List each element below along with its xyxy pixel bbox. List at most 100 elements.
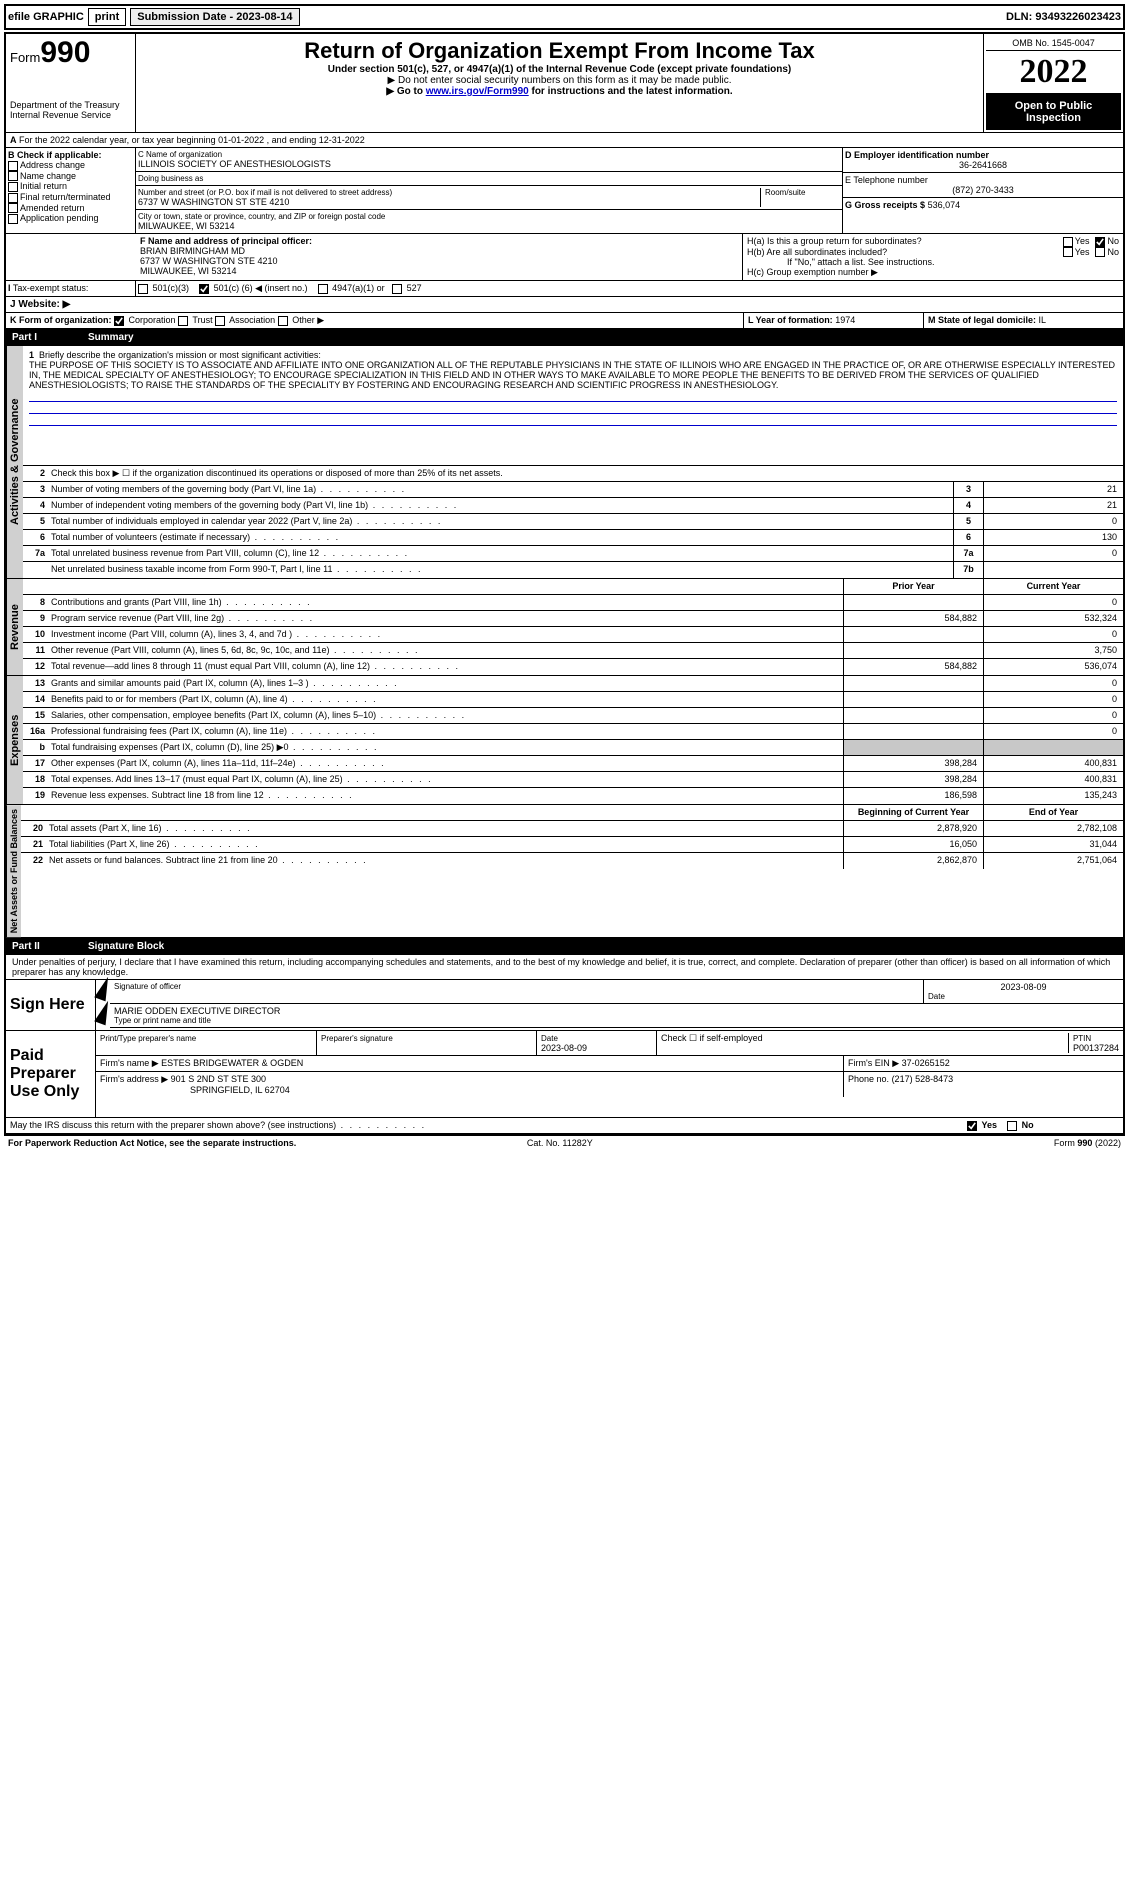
section-bcdefg: B Check if applicable: Address change Na… [6, 148, 1123, 234]
summary-line: 4Number of independent voting members of… [23, 498, 1123, 514]
sign-here-label: Sign Here [6, 980, 96, 1030]
phone-value: (872) 270-3433 [845, 185, 1121, 195]
open-public-badge: Open to Public Inspection [986, 94, 1121, 130]
submission-date-badge: Submission Date - 2023-08-14 [130, 8, 299, 26]
section-a-text: A For the 2022 calendar year, or tax yea… [6, 133, 1123, 147]
col-deg: D Employer identification number 36-2641… [843, 148, 1123, 233]
summary-line: 7aTotal unrelated business revenue from … [23, 546, 1123, 562]
summary-line: 20Total assets (Part X, line 16)2,878,92… [21, 821, 1123, 837]
part2-header: Part II Signature Block [6, 938, 1123, 955]
omb-number: OMB No. 1545-0047 [986, 36, 1121, 51]
irs-link[interactable]: www.irs.gov/Form990 [426, 86, 529, 97]
paid-preparer-section: Paid Preparer Use Only Print/Type prepar… [6, 1031, 1123, 1118]
row-i: I Tax-exempt status: 501(c)(3) 501(c) (6… [6, 281, 1123, 297]
side-expenses: Expenses [6, 676, 23, 804]
chk-501c3[interactable]: 501(c)(3) [138, 283, 189, 293]
hb-no[interactable]: No [1095, 247, 1119, 258]
form-frame: Form990 Department of the Treasury Inter… [4, 32, 1125, 1136]
side-revenue: Revenue [6, 579, 23, 675]
mission-text: THE PURPOSE OF THIS SOCIETY IS TO ASSOCI… [29, 360, 1117, 390]
discuss-no[interactable]: No [1007, 1120, 1034, 1130]
col-c: C Name of organization ILLINOIS SOCIETY … [136, 148, 843, 233]
firm-name: ESTES BRIDGEWATER & OGDEN [161, 1058, 303, 1068]
chk-assoc[interactable]: Association [215, 315, 275, 325]
chk-other[interactable]: Other ▶ [278, 315, 324, 325]
revenue-block: Revenue Prior Year Current Year 8Contrib… [6, 579, 1123, 676]
ptin-value: P00137284 [1073, 1043, 1119, 1053]
summary-line: 18Total expenses. Add lines 13–17 (must … [23, 772, 1123, 788]
summary-line: 19Revenue less expenses. Subtract line 1… [23, 788, 1123, 804]
form-subtitle-2: ▶ Do not enter social security numbers o… [140, 75, 979, 86]
chk-corp[interactable]: Corporation [114, 315, 176, 325]
org-name: ILLINOIS SOCIETY OF ANESTHESIOLOGISTS [138, 159, 840, 169]
paid-preparer-label: Paid Preparer Use Only [6, 1031, 96, 1117]
col-b: B Check if applicable: Address change Na… [6, 148, 136, 233]
dept-label: Department of the Treasury [10, 100, 131, 110]
sign-here-section: Sign Here Signature of officer 2023-08-0… [6, 980, 1123, 1031]
chk-name-change[interactable]: Name change [8, 171, 133, 182]
cat-no: Cat. No. 11282Y [527, 1138, 593, 1148]
chk-trust[interactable]: Trust [178, 315, 213, 325]
firm-phone: (217) 528-8473 [892, 1074, 954, 1084]
page-footer: For Paperwork Reduction Act Notice, see … [4, 1136, 1125, 1150]
row-j: J Website: ▶ [6, 297, 1123, 313]
irs-label: Internal Revenue Service [10, 110, 131, 120]
officer-addr1: 6737 W WASHINGTON STE 4210 [140, 256, 738, 266]
gross-receipts: 536,074 [928, 200, 961, 210]
dln-label: DLN: 93493226023423 [1006, 11, 1121, 23]
room-suite-label: Room/suite [765, 188, 840, 197]
form-number-block: Form990 [10, 36, 131, 70]
summary-line: 16aProfessional fundraising fees (Part I… [23, 724, 1123, 740]
summary-line: 17Other expenses (Part IX, column (A), l… [23, 756, 1123, 772]
part1-header: Part I Summary [6, 329, 1123, 346]
form-subtitle-3: ▶ Go to www.irs.gov/Form990 for instruct… [140, 86, 979, 97]
expenses-block: Expenses 13Grants and similar amounts pa… [6, 676, 1123, 805]
form-title: Return of Organization Exempt From Incom… [140, 38, 979, 64]
chk-4947[interactable]: 4947(a)(1) or [318, 283, 385, 293]
summary-line: 6Total number of volunteers (estimate if… [23, 530, 1123, 546]
city-state-zip: MILWAUKEE, WI 53214 [138, 221, 840, 231]
chk-application-pending[interactable]: Application pending [8, 213, 133, 224]
ha-no[interactable]: No [1095, 236, 1119, 247]
row-klm: K Form of organization: Corporation Trus… [6, 313, 1123, 329]
summary-line: 21Total liabilities (Part X, line 26)16,… [21, 837, 1123, 853]
ha-yes[interactable]: Yes [1063, 236, 1090, 247]
activities-block: Activities & Governance 1 Briefly descri… [6, 346, 1123, 579]
side-activities: Activities & Governance [6, 346, 23, 578]
discuss-yes[interactable]: Yes [967, 1120, 997, 1130]
officer-name: BRIAN BIRMINGHAM MD [140, 246, 738, 256]
summary-line: 5Total number of individuals employed in… [23, 514, 1123, 530]
year-formation: 1974 [835, 315, 855, 325]
summary-line: 22Net assets or fund balances. Subtract … [21, 853, 1123, 869]
summary-line: 3Number of voting members of the governi… [23, 482, 1123, 498]
form-word: Form [10, 50, 40, 65]
chk-527[interactable]: 527 [392, 283, 422, 293]
chk-amended[interactable]: Amended return [8, 203, 133, 214]
chk-final-return[interactable]: Final return/terminated [8, 192, 133, 203]
officer-addr2: MILWAUKEE, WI 53214 [140, 266, 738, 276]
netassets-block: Net Assets or Fund Balances Beginning of… [6, 805, 1123, 938]
firm-ein: 37-0265152 [902, 1058, 950, 1068]
chk-address-change[interactable]: Address change [8, 160, 133, 171]
summary-line: bTotal fundraising expenses (Part IX, co… [23, 740, 1123, 756]
form-number: 990 [40, 36, 90, 69]
summary-line: 9Program service revenue (Part VIII, lin… [23, 611, 1123, 627]
side-netassets: Net Assets or Fund Balances [6, 805, 21, 937]
sig-date: 2023-08-09 [928, 982, 1119, 992]
row-a: A For the 2022 calendar year, or tax yea… [6, 133, 1123, 148]
penalties-text: Under penalties of perjury, I declare th… [6, 955, 1123, 980]
summary-line: 15Salaries, other compensation, employee… [23, 708, 1123, 724]
chk-501c[interactable]: 501(c) (6) ◀ (insert no.) [199, 283, 307, 293]
summary-line: 10Investment income (Part VIII, column (… [23, 627, 1123, 643]
summary-line: 11Other revenue (Part VIII, column (A), … [23, 643, 1123, 659]
efile-label: efile GRAPHIC [8, 11, 84, 23]
chk-initial-return[interactable]: Initial return [8, 181, 133, 192]
state-domicile: IL [1039, 315, 1047, 325]
firm-addr1: 901 S 2ND ST STE 300 [171, 1074, 266, 1084]
ein-value: 36-2641668 [845, 160, 1121, 170]
summary-line: 12Total revenue—add lines 8 through 11 (… [23, 659, 1123, 675]
print-button[interactable]: print [88, 8, 126, 26]
firm-addr2: SPRINGFIELD, IL 62704 [190, 1085, 290, 1095]
hb-yes[interactable]: Yes [1063, 247, 1090, 258]
mission-block: 1 Briefly describe the organization's mi… [23, 346, 1123, 466]
